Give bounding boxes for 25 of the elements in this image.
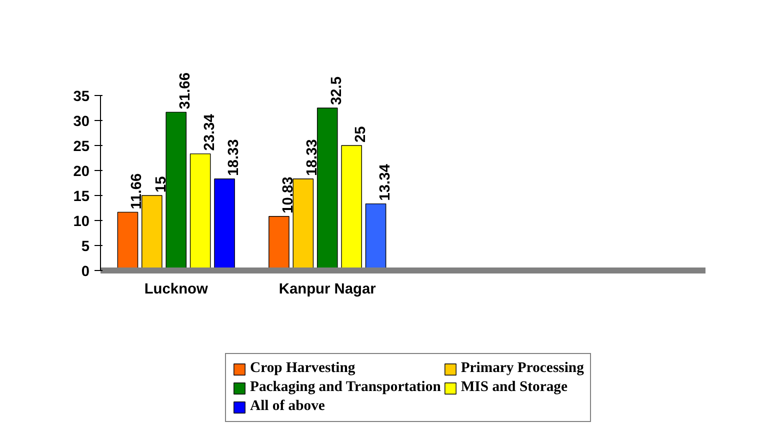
y-tick-label: 20 [73, 164, 90, 180]
data-label: 15 [153, 176, 170, 192]
y-tick-label: 35 [73, 89, 90, 105]
legend-label: Primary Processing [460, 360, 584, 377]
data-label: 31.66 [178, 72, 194, 110]
data-label: 32.5 [328, 76, 345, 105]
x-tick-label: Kanpur Nagar [278, 282, 376, 298]
data-label: 23.34 [202, 113, 218, 151]
data-label: 25 [353, 126, 370, 142]
data-label: 18.33 [226, 139, 242, 176]
y-tick-label: 15 [73, 189, 90, 205]
legend-label: Packaging and Transportation [250, 379, 441, 396]
y-tick-label: 30 [73, 114, 90, 130]
x-tick-label: Lucknow [144, 282, 208, 298]
y-tick-label: 10 [73, 214, 90, 230]
data-label: 13.34 [377, 163, 394, 201]
y-tick-label: 0 [81, 264, 90, 280]
legend-label: Crop Harvesting [250, 360, 356, 377]
y-tick-label: 25 [73, 139, 90, 155]
data-label: 11.66 [129, 173, 146, 210]
data-label: 18.33 [304, 139, 321, 176]
data-label: 10.83 [280, 176, 296, 214]
legend-label: MIS and Storage [460, 379, 568, 396]
legend-label: All of above [250, 398, 325, 415]
y-tick-label: 5 [81, 239, 90, 255]
